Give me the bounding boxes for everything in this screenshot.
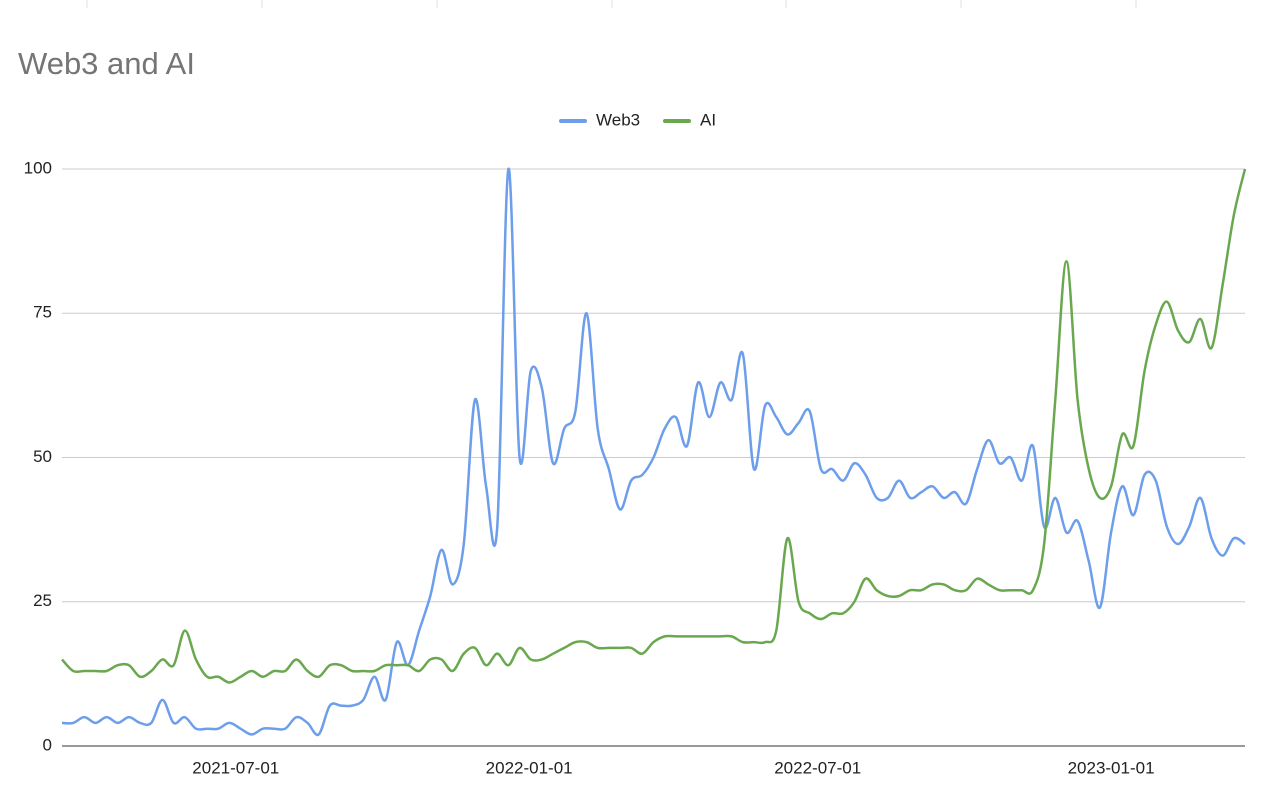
y-tick-label: 75 bbox=[33, 303, 52, 322]
y-tick-label: 100 bbox=[24, 158, 52, 177]
legend-label: Web3 bbox=[596, 110, 640, 129]
chart-title: Web3 and AI bbox=[18, 46, 195, 81]
x-tick-label: 2023-01-01 bbox=[1068, 758, 1155, 777]
series-line bbox=[61, 167, 1246, 737]
y-tick-label: 0 bbox=[43, 735, 52, 754]
series-line bbox=[61, 168, 1247, 684]
x-tick-label: 2022-07-01 bbox=[774, 758, 861, 777]
cell-borders bbox=[86, 0, 1137, 8]
legend-label: AI bbox=[700, 110, 716, 129]
y-tick-label: 50 bbox=[33, 447, 52, 466]
y-tick-label: 25 bbox=[33, 591, 52, 610]
x-tick-label: 2022-01-01 bbox=[486, 758, 573, 777]
x-tick-label: 2021-07-01 bbox=[192, 758, 279, 777]
